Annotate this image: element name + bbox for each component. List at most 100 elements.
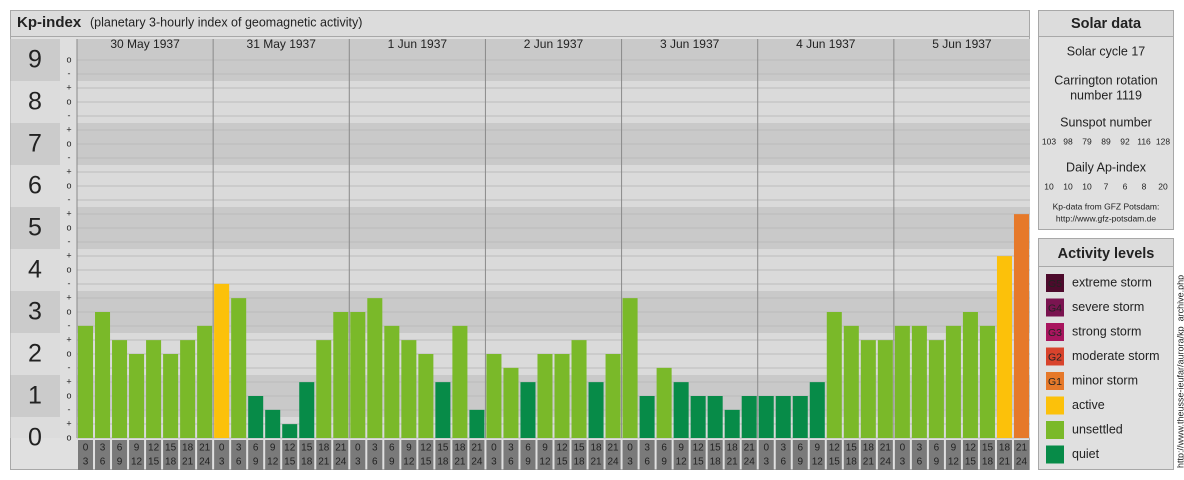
- hour-label: 9: [406, 443, 412, 454]
- sunspot-title: Sunspot number: [1060, 115, 1152, 129]
- hour-cell: [673, 440, 689, 470]
- y-label-cell: [10, 333, 60, 375]
- bar: [639, 396, 655, 438]
- hour-cell: [282, 440, 298, 470]
- hour-label: 18: [318, 443, 330, 454]
- hour-cell: [418, 440, 434, 470]
- hour-label: 3: [100, 443, 106, 454]
- hour-label: 6: [372, 457, 378, 468]
- y-tick-label: 6: [28, 172, 42, 200]
- sunspot-number: 116: [1137, 136, 1151, 146]
- bar: [333, 312, 349, 438]
- legend-label: active: [1072, 398, 1105, 412]
- legend-swatch: [1046, 396, 1064, 415]
- hour-label: 9: [951, 443, 957, 454]
- hour-cell: [401, 440, 417, 470]
- bar: [690, 396, 706, 438]
- hour-label: 3: [644, 443, 650, 454]
- day-label: 31 May 1937: [247, 37, 317, 51]
- hour-cell: [571, 440, 587, 470]
- hour-cell: [962, 440, 978, 470]
- minor-label-cell: [60, 333, 77, 375]
- bar: [180, 340, 196, 438]
- hour-label: 21: [590, 457, 602, 468]
- hour-label: 18: [846, 457, 858, 468]
- y-label-cell: [10, 375, 60, 417]
- hour-label: 15: [301, 443, 313, 454]
- hour-label: 18: [999, 443, 1011, 454]
- minor-tick-label: -: [68, 68, 71, 78]
- minor-tick-label: +: [66, 334, 71, 344]
- minor-tick-label: +: [66, 82, 71, 92]
- hour-cell: [639, 440, 655, 470]
- legend-label: extreme storm: [1072, 275, 1152, 289]
- bar: [384, 325, 400, 438]
- minor-label-cell: [60, 165, 77, 207]
- legend-swatch: [1046, 372, 1064, 390]
- hour-label: 0: [355, 443, 361, 454]
- hour-label: 9: [678, 443, 684, 454]
- hour-label: 6: [117, 443, 123, 454]
- legend-code: G1: [1048, 376, 1062, 388]
- hour-label: 24: [335, 457, 347, 468]
- bar: [945, 325, 961, 438]
- band: [77, 417, 1030, 438]
- bar: [1013, 214, 1029, 438]
- hour-cell: [486, 440, 502, 470]
- hour-label: 3: [763, 457, 769, 468]
- bar: [282, 424, 298, 438]
- bar: [95, 312, 111, 438]
- hour-label: 3: [627, 457, 633, 468]
- y-tick-label: 9: [28, 46, 42, 74]
- hour-label: 0: [900, 443, 906, 454]
- hour-cell: [350, 440, 366, 470]
- hour-cell: [894, 440, 910, 470]
- minor-tick-label: +: [66, 166, 71, 176]
- legend-code: G4: [1048, 302, 1062, 314]
- bar: [350, 312, 366, 438]
- hour-label: 21: [863, 457, 875, 468]
- minor-tick-label: -: [68, 236, 71, 246]
- ap-title: Daily Ap-index: [1066, 160, 1147, 174]
- y-tick-label: 7: [28, 130, 42, 158]
- hour-cell: [843, 440, 859, 470]
- minor-tick-label: -: [68, 194, 71, 204]
- bar: [792, 396, 808, 438]
- hour-label: 3: [236, 443, 242, 454]
- y-tick-label: 0: [28, 424, 42, 452]
- day-label: 5 Jun 1937: [932, 37, 992, 51]
- hour-cell: [860, 440, 876, 470]
- y-label-cell: [10, 207, 60, 249]
- hour-label: 21: [182, 457, 194, 468]
- hour-label: 3: [491, 457, 497, 468]
- hour-label: 18: [454, 443, 466, 454]
- hour-label: 21: [318, 457, 330, 468]
- hour-cell: [146, 440, 162, 470]
- hour-label: 9: [934, 457, 940, 468]
- hour-cell: [690, 440, 706, 470]
- hour-cell: [996, 440, 1012, 470]
- hour-cell: [792, 440, 808, 470]
- hour-cell: [877, 440, 893, 470]
- hour-label: 12: [948, 457, 960, 468]
- minor-tick-label: o: [66, 306, 71, 316]
- hour-label: 18: [590, 443, 602, 454]
- hour-label: 6: [780, 457, 786, 468]
- minor-label-cell: [60, 417, 77, 438]
- hour-label: 3: [900, 457, 906, 468]
- hour-cell: [741, 440, 757, 470]
- hour-label: 3: [355, 457, 361, 468]
- hour-label: 9: [389, 457, 395, 468]
- bar: [758, 396, 774, 438]
- bar: [928, 340, 944, 438]
- hour-label: 18: [710, 457, 722, 468]
- hour-cell: [197, 440, 213, 470]
- hour-cell: [724, 440, 740, 470]
- y-tick-label: 3: [28, 298, 42, 326]
- ap-value: 6: [1123, 181, 1128, 191]
- hour-cell: [554, 440, 570, 470]
- minor-tick-label: -: [68, 320, 71, 330]
- hour-label: 3: [780, 443, 786, 454]
